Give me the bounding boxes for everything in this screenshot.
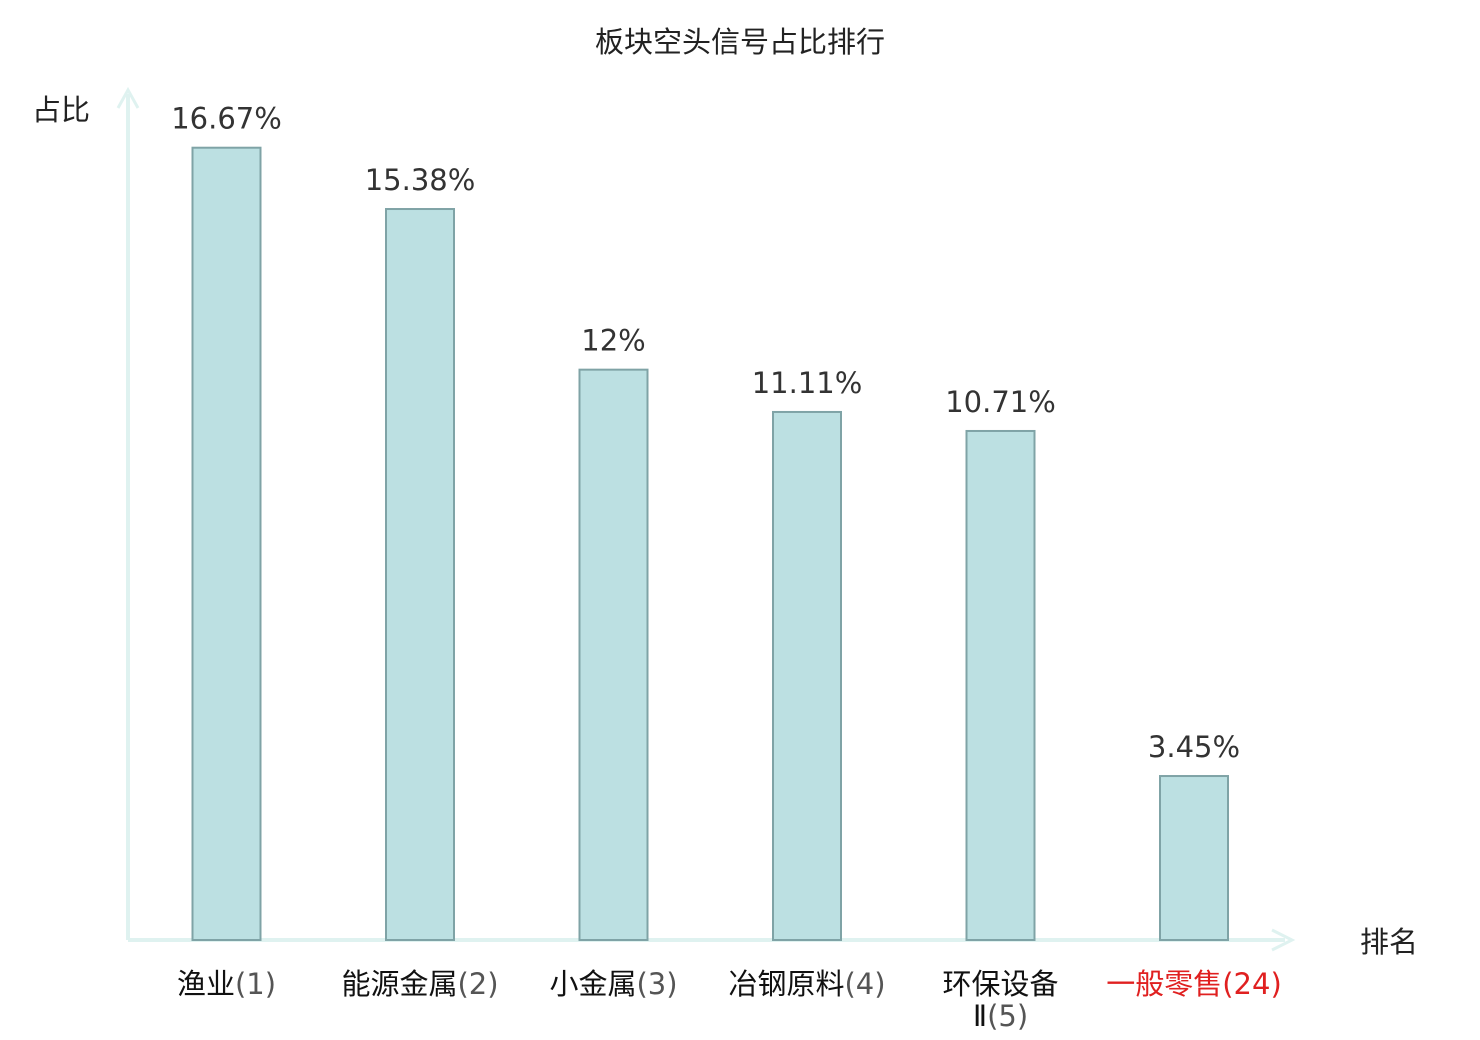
x-tick-category-name: 渔业 (177, 967, 235, 1001)
x-tick-label-2: 能源金属(2) (341, 967, 498, 1001)
y-axis: 占比 (32, 86, 140, 940)
x-axis-arrow (1271, 928, 1296, 952)
x-tick-category-name: 小金属 (549, 967, 636, 1001)
x-tick-text-1: 渔业(1) (177, 967, 276, 1001)
x-tick-rank: (5) (987, 999, 1028, 1033)
y-axis-arrow (116, 86, 140, 109)
bar-1 (191, 146, 262, 942)
x-tick-category-name: 冶钢原料 (728, 967, 844, 1001)
x-tick-category-name: 一般零售 (1106, 967, 1222, 1001)
x-tick-category-name-line2: Ⅱ (973, 999, 987, 1033)
bar-value-label-3: 12% (581, 324, 645, 358)
bar-4 (772, 410, 842, 941)
x-tick-text-6: 一般零售(24) (1106, 967, 1282, 1001)
bar-value-label-5: 10.71% (945, 385, 1056, 419)
x-tick-label-6: 一般零售(24) (1106, 967, 1282, 1001)
x-tick-text-2: 能源金属(2) (341, 967, 498, 1001)
x-tick-rank: (3) (636, 967, 677, 1001)
bars-group (191, 146, 1229, 942)
x-axis-label: 排名 (1360, 925, 1418, 959)
x-tick-rank: (2) (457, 967, 498, 1001)
x-tick-text-line2-5: Ⅱ(5) (973, 999, 1028, 1033)
x-axis: 排名 (128, 925, 1418, 959)
x-tick-label-4: 冶钢原料(4) (728, 967, 885, 1001)
x-tick-category-name: 环保设备 (942, 967, 1058, 1001)
value-labels-group: 16.67% 15.38% 12% 11.11% 10.71% 3.45% (171, 102, 1240, 764)
x-tick-label-3: 小金属(3) (549, 967, 677, 1001)
x-tick-rank: (4) (844, 967, 885, 1001)
bar-value-label-1: 16.67% (171, 102, 282, 136)
x-tick-text-4: 冶钢原料(4) (728, 967, 885, 1001)
x-tick-text-5: 环保设备 (942, 967, 1058, 1001)
chart-title: 板块空头信号占比排行 (595, 25, 885, 59)
bar-3 (578, 368, 649, 942)
bar-value-label-4: 11.11% (752, 366, 863, 400)
bar-2 (385, 208, 455, 941)
bar-value-label-6: 3.45% (1148, 730, 1240, 764)
x-tick-rank: (1) (235, 967, 276, 1001)
bar-6 (1159, 775, 1229, 941)
x-tick-text-3: 小金属(3) (549, 967, 677, 1001)
bar-value-label-2: 15.38% (365, 163, 476, 197)
x-tick-category-name: 能源金属 (341, 967, 457, 1001)
y-axis-label: 占比 (32, 93, 90, 127)
x-tick-label-1: 渔业(1) (177, 967, 276, 1001)
x-tick-rank: (24) (1222, 967, 1282, 1001)
bar-5 (965, 429, 1036, 941)
